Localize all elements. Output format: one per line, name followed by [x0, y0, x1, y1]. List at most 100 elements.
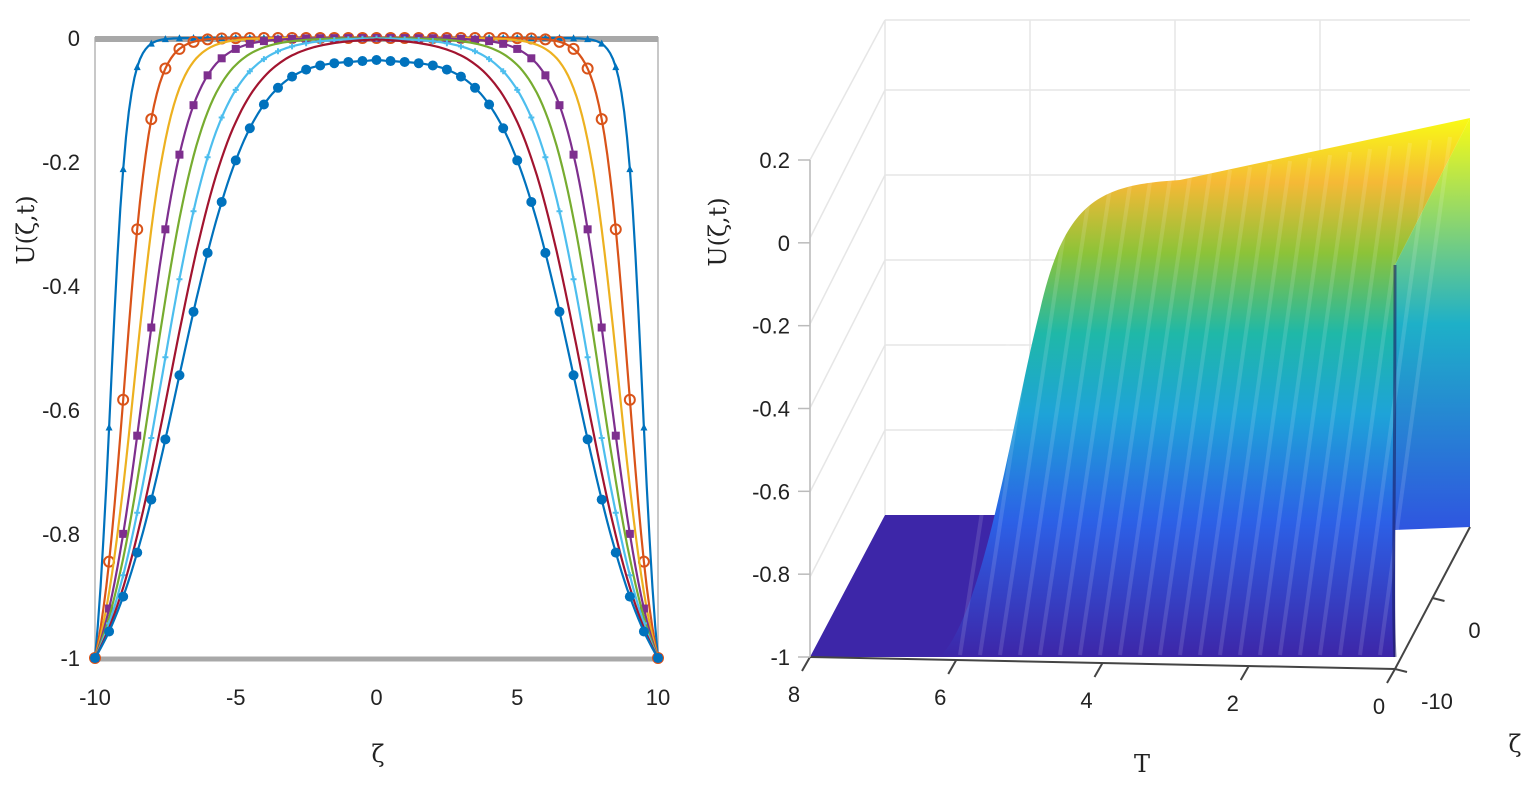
right-x-tick-mark [801, 656, 811, 672]
left-chart: -10 -5 0 5 10 0 -0.2 -0.4 -0.6 -0.8 -1 ζ U(ζ,t) [12, 26, 670, 768]
left-marker [555, 101, 564, 110]
left-marker [612, 509, 619, 516]
left-marker [357, 56, 368, 67]
left-marker [119, 529, 128, 538]
left-marker [442, 34, 451, 43]
left-x-tick-label: -10 [79, 685, 111, 710]
left-x-tick-label: 0 [370, 685, 382, 710]
left-marker [133, 63, 141, 71]
right-x-tick-mark [947, 659, 958, 675]
left-marker [174, 370, 185, 381]
right-y-tick-label: 0 [1468, 618, 1480, 643]
left-marker [260, 56, 267, 63]
left-marker [441, 64, 452, 75]
right-y-axis-label: ζ [1508, 730, 1521, 758]
left-marker [259, 37, 268, 46]
left-marker [118, 591, 129, 602]
left-marker [612, 63, 620, 71]
left-marker [232, 86, 239, 93]
surface-stripe [998, 193, 1072, 656]
left-marker [582, 434, 593, 445]
left-marker [190, 208, 197, 215]
left-marker [542, 154, 549, 161]
left-marker [595, 113, 608, 126]
right-y-tick-mark [1394, 668, 1408, 673]
surface-stripe [1138, 172, 1212, 656]
right-x-tick-label: 2 [1227, 691, 1239, 716]
surface-stripe [1338, 142, 1412, 656]
left-marker [514, 86, 521, 93]
left-marker [624, 591, 635, 602]
left-marker [528, 114, 535, 121]
left-marker [598, 434, 605, 441]
left-marker [499, 39, 508, 48]
left-marker [302, 34, 311, 43]
surface-stripe [1118, 175, 1192, 656]
left-marker [273, 35, 282, 44]
left-marker [567, 42, 580, 55]
left-y-tick-label: -0.6 [42, 398, 80, 423]
right-chart: 8 6 4 2 0 -10 0 0.2 0 -0.2 -0.4 -0.6 -0.8 -1 T ζ U(ζ,… [704, 19, 1522, 778]
right-z-tick-label: -0.2 [752, 314, 790, 339]
left-marker [484, 99, 495, 110]
left-marker [472, 48, 479, 55]
left-marker [287, 71, 298, 82]
left-marker [245, 39, 254, 48]
left-x-tick-label: 5 [511, 685, 523, 710]
left-marker [526, 196, 537, 207]
left-marker [427, 60, 438, 71]
left-marker [553, 35, 566, 48]
left-marker [429, 38, 436, 45]
left-marker [470, 82, 481, 93]
left-marker [189, 101, 198, 110]
left-marker [162, 354, 169, 361]
left-marker [455, 71, 466, 82]
left-marker [119, 165, 127, 173]
left-marker [159, 62, 172, 75]
left-series-group [89, 32, 664, 664]
left-marker [623, 393, 636, 406]
left-marker [486, 56, 493, 63]
left-marker [173, 42, 186, 55]
left-marker [231, 44, 240, 53]
left-marker [527, 54, 536, 63]
left-x-tick-label: 10 [646, 685, 670, 710]
left-marker [258, 99, 269, 110]
surface-stripe [1098, 178, 1172, 656]
left-y-axis-label: U(ζ,t) [12, 195, 40, 264]
right-x-tick-label: 8 [788, 682, 800, 707]
left-marker [626, 572, 633, 579]
left-marker [147, 39, 155, 47]
left-marker [303, 40, 310, 47]
surface-stripes [958, 136, 1452, 656]
left-marker [272, 82, 283, 93]
left-marker [134, 509, 141, 516]
left-marker [570, 276, 577, 283]
left-marker [145, 113, 158, 126]
left-marker [413, 58, 424, 69]
left-marker [244, 123, 255, 134]
left-marker [568, 370, 579, 381]
surface-side-wall [1395, 118, 1470, 530]
left-marker [539, 33, 552, 46]
right-x-axis-label: T [1134, 750, 1150, 778]
left-marker [625, 529, 634, 538]
left-marker [443, 40, 450, 47]
left-marker [640, 423, 648, 431]
right-z-tick-label: -0.6 [752, 479, 790, 504]
left-marker [540, 247, 551, 258]
left-tick-labels: -10 -5 0 5 10 0 -0.2 -0.4 -0.6 -0.8 -1 [42, 26, 670, 710]
left-marker [229, 32, 242, 45]
surface-stripe [978, 196, 1052, 656]
surface-stripe [958, 199, 1032, 656]
left-marker [598, 39, 606, 47]
surface-stripe [1078, 181, 1152, 656]
left-marker [218, 114, 225, 121]
surface-stripe [1178, 166, 1252, 656]
surface-stripe [1318, 145, 1392, 656]
left-marker [131, 223, 144, 236]
left-marker [317, 38, 324, 45]
left-marker [203, 71, 212, 80]
right-z-tick-label: 0 [778, 231, 790, 256]
